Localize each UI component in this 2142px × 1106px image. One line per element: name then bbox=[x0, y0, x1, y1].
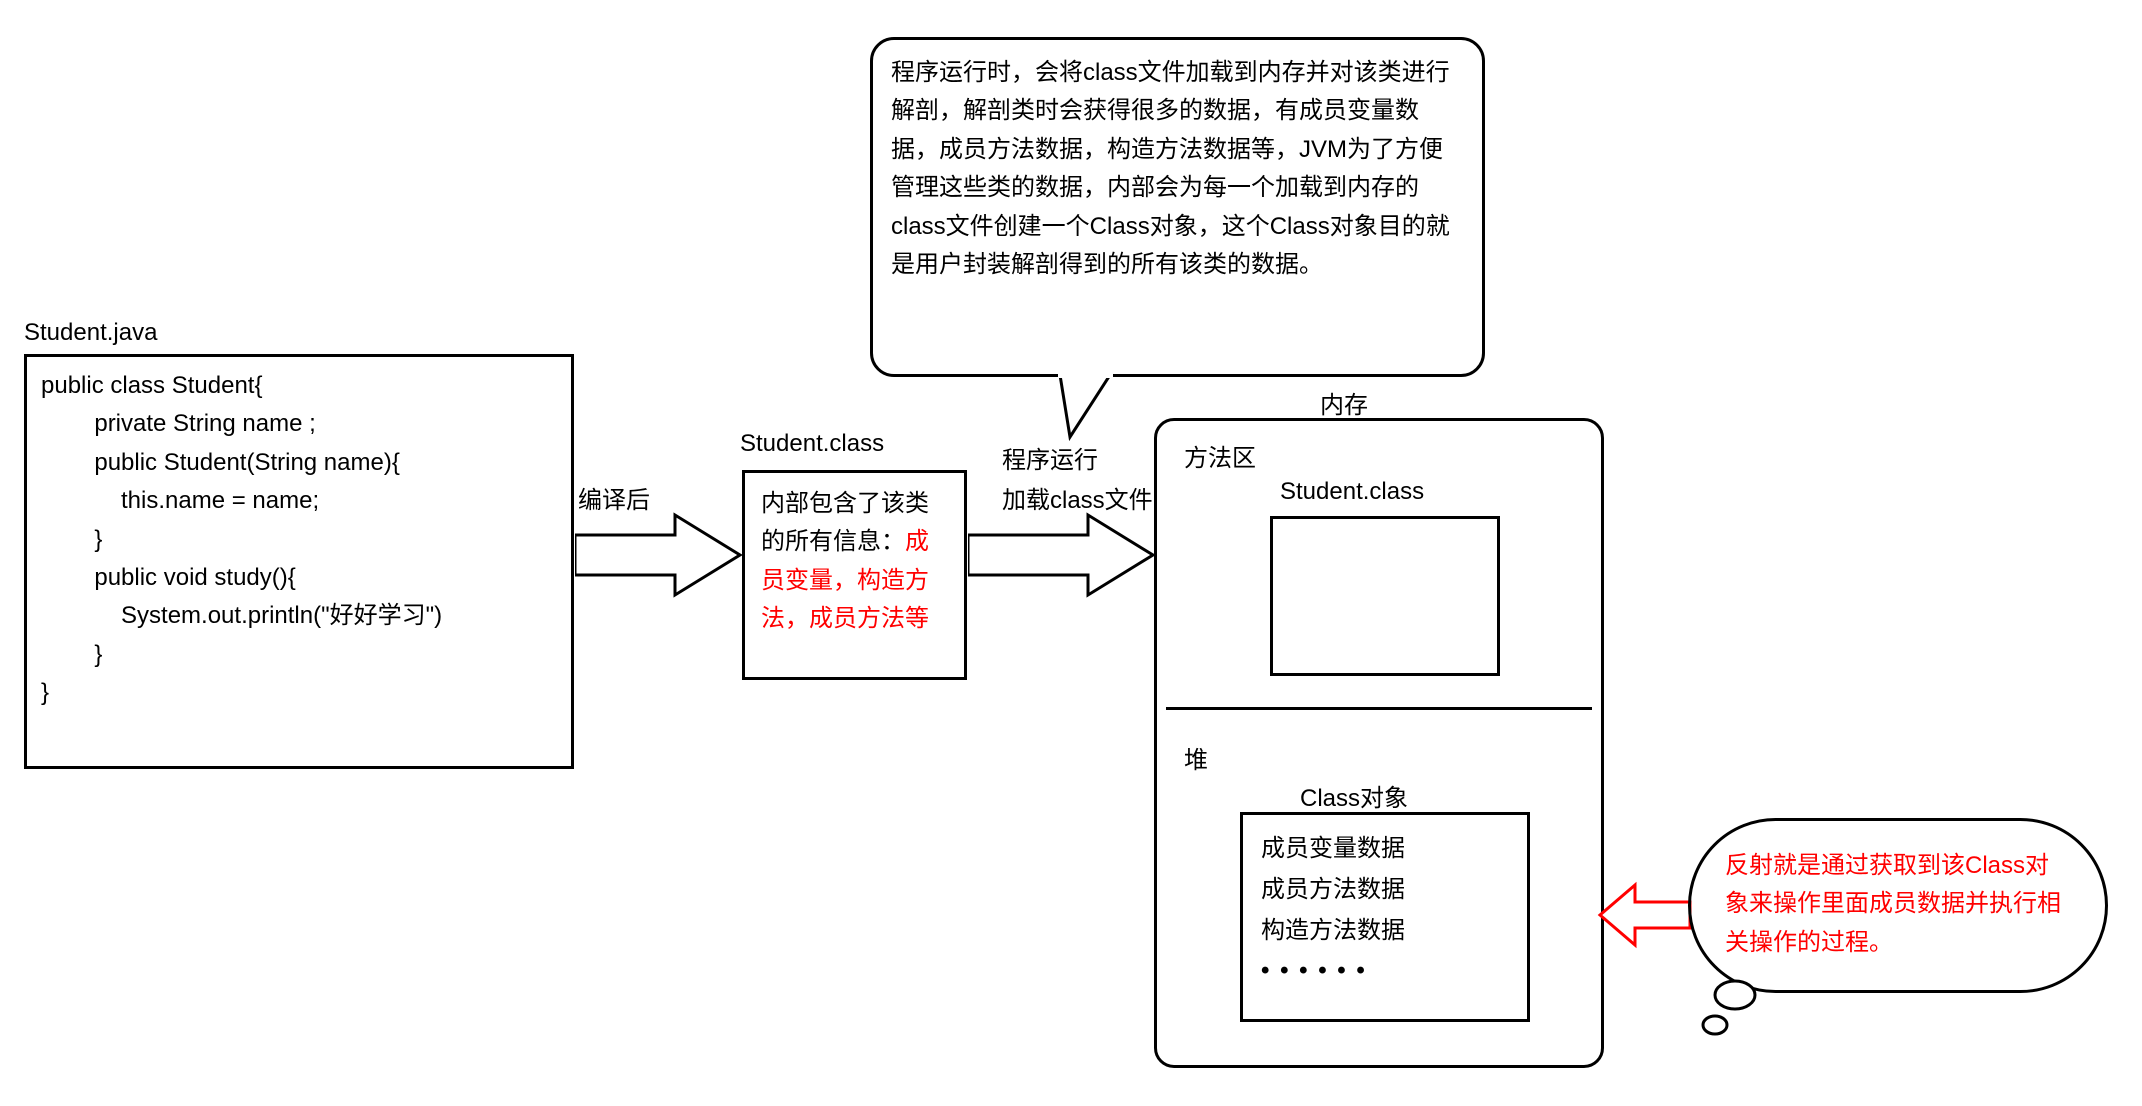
arrow-load bbox=[968, 510, 1158, 600]
code-line: } bbox=[41, 674, 557, 712]
classfile-box: 内部包含了该类的所有信息：成员变量，构造方法，成员方法等 bbox=[742, 470, 967, 680]
memory-title: 内存 bbox=[1320, 385, 1368, 420]
class-obj-line: • • • • • • bbox=[1261, 951, 1509, 992]
code-line: public class Student{ bbox=[41, 367, 557, 405]
speech-bubble-top: 程序运行时，会将class文件加载到内存并对该类进行解剖，解剖类时会获得很多的数… bbox=[870, 37, 1485, 377]
arrow-compile bbox=[575, 510, 745, 600]
heap-title: 堆 bbox=[1184, 740, 1208, 775]
speech-bubble-right: 反射就是通过获取到该Class对象来操作里面成员数据并执行相关操作的过程。 bbox=[1688, 818, 2108, 993]
student-class-label: Student.class bbox=[1280, 478, 1424, 506]
code-line: public Student(String name){ bbox=[41, 444, 557, 482]
code-line: } bbox=[41, 636, 557, 674]
code-line: System.out.println("好好学习") bbox=[41, 597, 557, 635]
code-line: private String name ; bbox=[41, 405, 557, 443]
speech-top-tail bbox=[1050, 372, 1130, 442]
class-obj-line: 成员变量数据 bbox=[1261, 829, 1509, 870]
speech-right-tail bbox=[1700, 970, 1780, 1050]
speech-right-text: 反射就是通过获取到该Class对象来操作里面成员数据并执行相关操作的过程。 bbox=[1725, 852, 2061, 956]
class-obj-line: 成员方法数据 bbox=[1261, 870, 1509, 911]
java-filename-label: Student.java bbox=[24, 319, 157, 347]
speech-top-text: 程序运行时，会将class文件加载到内存并对该类进行解剖，解剖类时会获得很多的数… bbox=[891, 59, 1450, 278]
classfile-text-black: 内部包含了该类的所有信息： bbox=[761, 490, 929, 555]
code-line: public void study(){ bbox=[41, 559, 557, 597]
student-class-box bbox=[1270, 516, 1500, 676]
method-area-title: 方法区 bbox=[1184, 438, 1256, 473]
classfile-label: Student.class bbox=[740, 430, 884, 458]
class-object-box: 成员变量数据 成员方法数据 构造方法数据 • • • • • • bbox=[1240, 812, 1530, 1022]
arrow-reflection bbox=[1595, 880, 1695, 950]
java-code-box: public class Student{ private String nam… bbox=[24, 354, 574, 769]
runtime-label-1: 程序运行 bbox=[1002, 440, 1098, 475]
code-line: this.name = name; bbox=[41, 482, 557, 520]
code-line: } bbox=[41, 521, 557, 559]
class-object-label: Class对象 bbox=[1300, 778, 1408, 813]
class-obj-line: 构造方法数据 bbox=[1261, 911, 1509, 952]
